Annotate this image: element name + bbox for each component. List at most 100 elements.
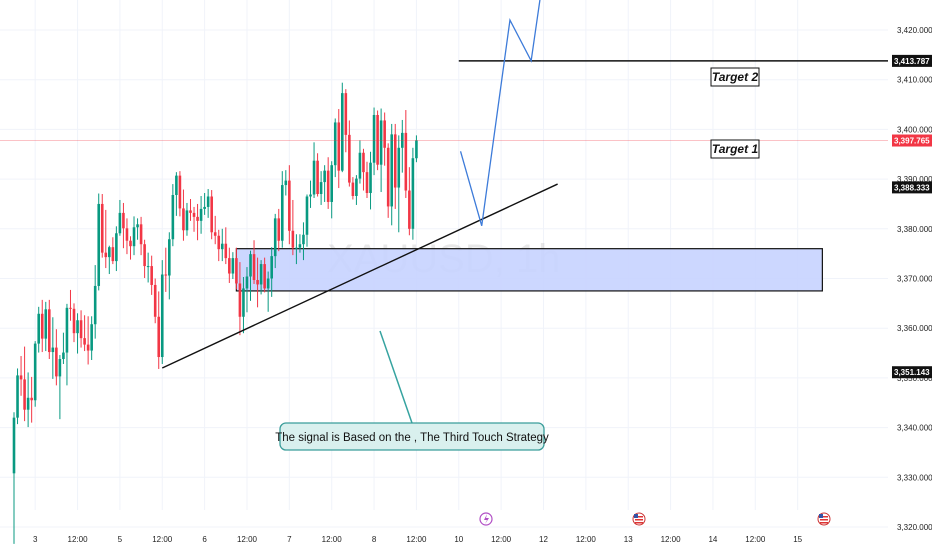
candle-body	[245, 276, 249, 289]
candle-body	[171, 195, 175, 240]
us-flag-icon-2[interactable]	[817, 512, 831, 526]
time-tick-label: 8	[372, 535, 377, 544]
candle-body	[79, 320, 83, 339]
candle-body	[312, 160, 316, 195]
candle-body	[358, 152, 362, 179]
candle-body	[305, 196, 309, 235]
candle-body	[175, 175, 178, 196]
candle-body	[203, 206, 206, 209]
candle-body	[136, 224, 139, 228]
candle-body	[69, 307, 72, 309]
candle-body	[104, 252, 108, 258]
candle-body	[196, 216, 199, 221]
candle-body	[26, 397, 30, 410]
candle-body	[326, 170, 330, 202]
candle-body	[273, 218, 277, 257]
price-tick-label: 3,330.000	[897, 473, 932, 482]
time-tick-label: 12:00	[322, 535, 343, 544]
candle-body	[192, 212, 196, 217]
candle-body	[132, 227, 136, 247]
candle-body	[323, 170, 326, 183]
candle-body	[72, 308, 76, 334]
price-axis[interactable]: 3,320.000 3,330.000 3,340.000 3,350.000 3,36…	[897, 0, 932, 532]
candle-body	[33, 343, 37, 401]
strategy-callout[interactable]: The signal is Based on the , The Third T…	[275, 422, 549, 451]
price-tick-label: 3,410.000	[897, 76, 932, 85]
candle-body	[16, 375, 19, 418]
candle-body	[97, 203, 101, 286]
price-tick-label: 3,380.000	[897, 225, 932, 234]
candle-body	[210, 196, 213, 233]
candle-body	[157, 316, 161, 358]
candle-body	[213, 232, 217, 236]
demand-zone[interactable]	[235, 248, 823, 292]
target-1-price-label: 3,413.787	[894, 57, 930, 66]
candle-body	[330, 165, 333, 202]
candle-body	[12, 417, 16, 474]
candle-body	[397, 147, 401, 188]
candle-body	[62, 352, 65, 360]
price-tick-label: 3,340.000	[897, 424, 932, 433]
time-tick-label: 12:00	[576, 535, 597, 544]
candle-body	[408, 190, 411, 229]
candle-body	[108, 247, 111, 258]
price-tick-label: 3,390.000	[897, 175, 932, 184]
candle-body	[189, 210, 192, 213]
candle-body	[182, 208, 185, 231]
candle-body	[30, 397, 33, 401]
candle-body	[118, 212, 122, 234]
time-tick-label: 6	[202, 535, 207, 544]
candle-body	[266, 278, 270, 289]
price-labels: 3,434.0673,413.7873,397.7653,388.3333,35…	[892, 54, 932, 379]
candle-body	[383, 120, 386, 148]
time-tick-label: 12:00	[406, 535, 427, 544]
ascending-trendline[interactable]	[161, 183, 558, 369]
us-flag-icon-1[interactable]	[632, 512, 646, 526]
candle-body	[249, 254, 252, 277]
candle-body	[379, 120, 383, 165]
candlestick-series	[12, 82, 418, 544]
candle-body	[280, 185, 284, 241]
candle-body	[122, 212, 125, 229]
candle-body	[168, 239, 171, 276]
time-tick-label: 10	[454, 535, 463, 544]
candle-body	[369, 162, 372, 194]
candle-body	[309, 194, 312, 197]
candle-body	[150, 266, 153, 285]
candle-body	[199, 208, 203, 221]
candle-body	[228, 258, 231, 274]
callout-text: The signal is Based on the , The Third T…	[275, 432, 549, 444]
time-tick-label: 7	[287, 535, 292, 544]
candle-body	[333, 122, 337, 166]
price-tick-label: 3,400.000	[897, 125, 932, 134]
level-price-label-box	[892, 366, 932, 379]
candle-body	[100, 203, 104, 253]
candle-body	[242, 288, 245, 317]
time-tick-label: 12:00	[491, 535, 512, 544]
candle-body	[386, 147, 390, 207]
time-tick-label: 3	[33, 535, 38, 544]
candle-body	[263, 264, 266, 289]
time-axis[interactable]: 3 12:00 5 12:00 6 12:00 7 12:00 8 12:00 10 12:00 12 1…	[33, 535, 803, 544]
candle-body	[143, 244, 146, 267]
candle-body	[19, 375, 23, 380]
time-tick-label: 12:00	[68, 535, 89, 544]
candle-body	[376, 114, 379, 165]
time-tick-label: 12:00	[152, 535, 173, 544]
candle-body	[37, 313, 41, 344]
projection-path[interactable]	[459, 0, 546, 226]
candle-body	[139, 224, 143, 245]
candle-body	[220, 243, 224, 250]
candle-body	[111, 247, 115, 262]
flash-icon[interactable]	[479, 512, 493, 526]
candle-body	[298, 244, 302, 248]
time-tick-label: 12:00	[745, 535, 766, 544]
candle-body	[351, 182, 355, 196]
candle-body	[355, 178, 358, 196]
price-tick-label: 3,360.000	[897, 324, 932, 333]
target-2-label: Target 2	[710, 67, 760, 87]
callout-pointer	[379, 330, 413, 424]
candle-body	[252, 254, 256, 280]
